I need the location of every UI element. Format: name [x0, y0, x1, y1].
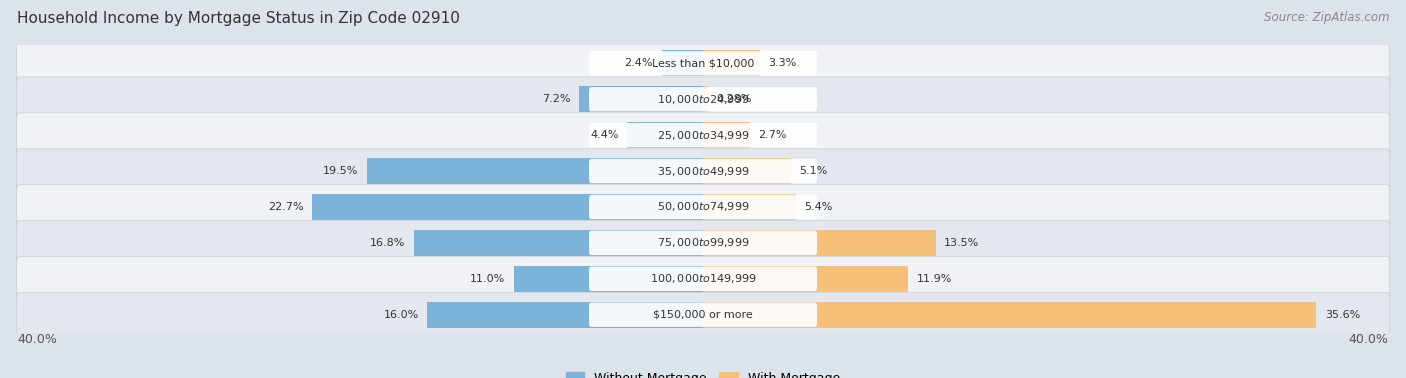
Text: Source: ZipAtlas.com: Source: ZipAtlas.com [1264, 11, 1389, 24]
Text: 0.28%: 0.28% [717, 94, 752, 104]
Text: 2.7%: 2.7% [758, 130, 786, 140]
Bar [427, 302, 703, 328]
FancyBboxPatch shape [589, 302, 817, 327]
FancyBboxPatch shape [589, 51, 817, 76]
Text: 5.1%: 5.1% [800, 166, 828, 176]
Text: 22.7%: 22.7% [267, 202, 304, 212]
Text: $150,000 or more: $150,000 or more [654, 310, 752, 320]
Text: 4.4%: 4.4% [591, 130, 619, 140]
Text: 16.8%: 16.8% [370, 238, 405, 248]
Bar [312, 194, 703, 220]
Bar [662, 50, 703, 76]
FancyBboxPatch shape [589, 266, 817, 291]
Text: 16.0%: 16.0% [384, 310, 419, 320]
FancyBboxPatch shape [589, 123, 817, 147]
FancyBboxPatch shape [589, 231, 817, 255]
Text: $35,000 to $49,999: $35,000 to $49,999 [657, 164, 749, 178]
FancyBboxPatch shape [17, 293, 1389, 337]
FancyBboxPatch shape [17, 149, 1389, 193]
Bar [513, 266, 703, 292]
Bar [703, 158, 790, 184]
FancyBboxPatch shape [589, 159, 817, 183]
Text: 3.3%: 3.3% [769, 58, 797, 68]
FancyBboxPatch shape [589, 195, 817, 219]
FancyBboxPatch shape [589, 87, 817, 112]
Text: 40.0%: 40.0% [1348, 333, 1389, 346]
Bar [703, 194, 796, 220]
FancyBboxPatch shape [17, 221, 1389, 265]
Bar [703, 230, 935, 256]
FancyBboxPatch shape [17, 185, 1389, 229]
Text: Household Income by Mortgage Status in Zip Code 02910: Household Income by Mortgage Status in Z… [17, 11, 460, 26]
Text: 2.4%: 2.4% [624, 58, 652, 68]
Bar [703, 266, 908, 292]
Text: $75,000 to $99,999: $75,000 to $99,999 [657, 236, 749, 249]
Text: 19.5%: 19.5% [323, 166, 359, 176]
Bar [627, 122, 703, 148]
Text: 40.0%: 40.0% [17, 333, 58, 346]
Text: 5.4%: 5.4% [804, 202, 832, 212]
FancyBboxPatch shape [17, 113, 1389, 157]
Text: 11.9%: 11.9% [917, 274, 952, 284]
Text: Less than $10,000: Less than $10,000 [652, 58, 754, 68]
Bar [579, 86, 703, 112]
Bar [413, 230, 703, 256]
Bar [367, 158, 703, 184]
Bar [703, 122, 749, 148]
FancyBboxPatch shape [17, 41, 1389, 85]
Text: $100,000 to $149,999: $100,000 to $149,999 [650, 272, 756, 285]
Bar [703, 302, 1316, 328]
Text: $50,000 to $74,999: $50,000 to $74,999 [657, 200, 749, 214]
FancyBboxPatch shape [17, 77, 1389, 121]
Bar [703, 86, 707, 112]
Text: 11.0%: 11.0% [470, 274, 505, 284]
Legend: Without Mortgage, With Mortgage: Without Mortgage, With Mortgage [561, 367, 845, 378]
Text: 7.2%: 7.2% [541, 94, 571, 104]
Text: 13.5%: 13.5% [945, 238, 980, 248]
Bar [703, 50, 759, 76]
FancyBboxPatch shape [17, 257, 1389, 301]
Text: $10,000 to $24,999: $10,000 to $24,999 [657, 93, 749, 106]
Text: 35.6%: 35.6% [1324, 310, 1360, 320]
Text: $25,000 to $34,999: $25,000 to $34,999 [657, 129, 749, 142]
